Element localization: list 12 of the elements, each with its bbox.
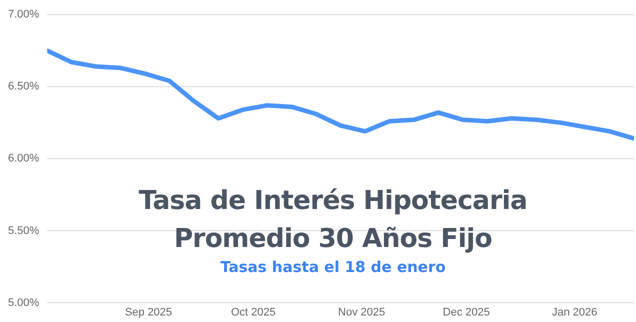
y-tick-label: 5.50% bbox=[8, 224, 40, 237]
x-tick-label: Jan 2026 bbox=[552, 306, 598, 318]
text: Tasa de Interés Hipotecaria Promedio 30 Años Fijo bbox=[138, 185, 528, 256]
x-tick-label: Sep 2025 bbox=[124, 306, 172, 318]
text: Tasas hasta el 18 de enero bbox=[219, 258, 447, 276]
x-tick-label: Oct 2025 bbox=[230, 306, 276, 318]
y-tick-label: 6.00% bbox=[8, 152, 40, 165]
x-tick-label: Dec 2025 bbox=[442, 306, 490, 318]
x-tick-label: Nov 2025 bbox=[338, 306, 386, 318]
y-tick-label: 6.50% bbox=[8, 80, 40, 93]
y-tick-label: 5.00% bbox=[8, 296, 40, 309]
y-tick-label: 7.00% bbox=[8, 8, 40, 21]
